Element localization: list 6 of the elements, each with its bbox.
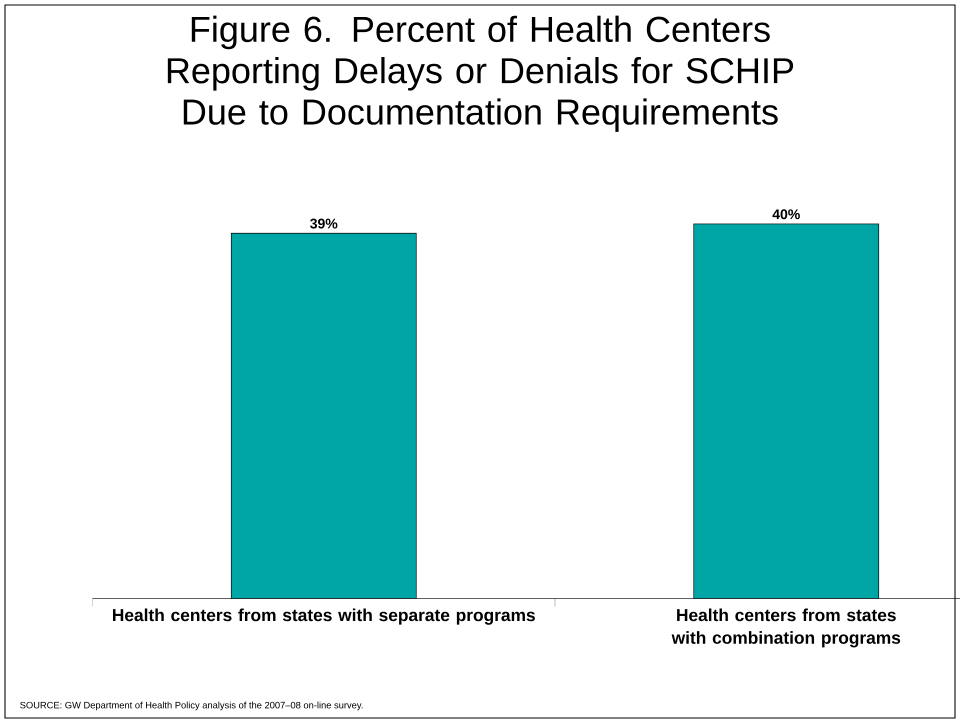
data-label: 39%: [310, 218, 338, 229]
x-tick-label: Health centers from states with combination programs: [672, 608, 900, 648]
data-label: 40%: [772, 209, 800, 220]
source-note: SOURCE: GW Department of Health Policy analysis of the 2007–08 on-line survey.: [20, 702, 363, 710]
x-tick-label: Health centers from states with separate programs: [112, 608, 535, 625]
chart-title: Figure 6. Percent of Health Centers Reporting Delays or Denials for SCHIP Due to Documentation Requirements: [168, 16, 794, 132]
